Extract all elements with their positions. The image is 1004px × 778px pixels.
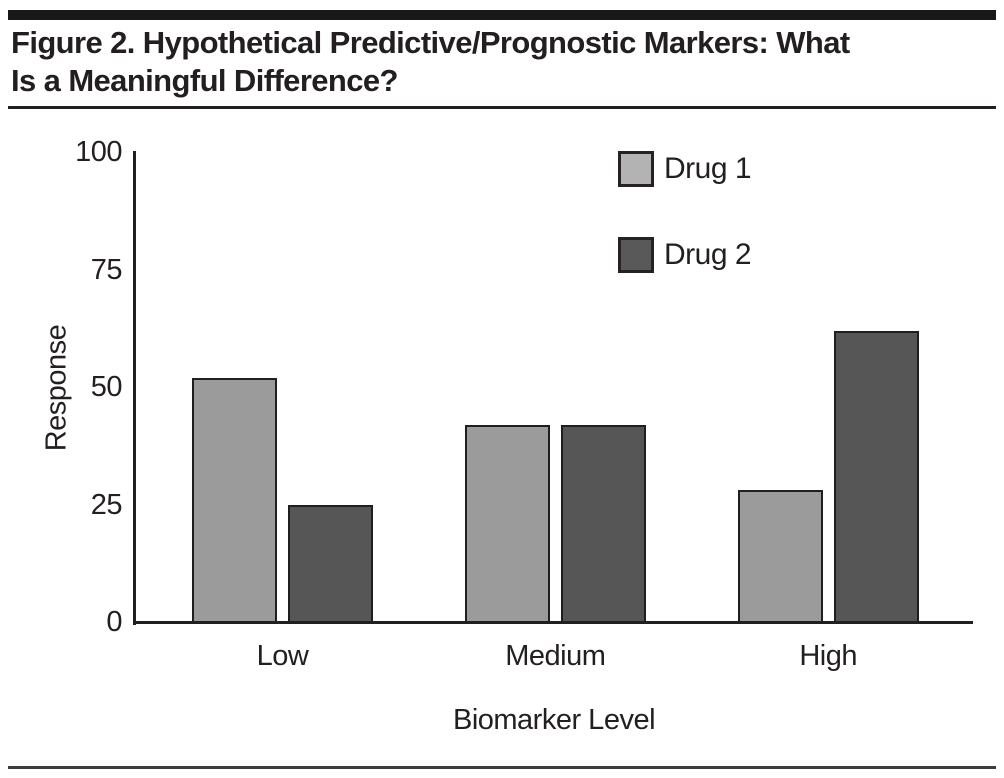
x-category-label-low: Low [256,640,309,672]
legend-item-drug1: Drug 1 [618,151,752,187]
y-tick-label-25: 25 [90,488,123,521]
figure-top-bar [8,10,996,20]
y-tick-label-50: 50 [90,371,123,403]
legend-label-drug1: Drug 1 [664,152,752,185]
legend-item-drug2: Drug 2 [618,237,752,273]
y-tick-label-0: 0 [106,606,122,638]
bar-drug2-medium [560,424,646,623]
y-axis-line [133,151,136,625]
legend-label-drug2: Drug 2 [664,238,752,271]
bar-drug1-low [192,377,277,623]
bar-drug1-high [737,490,823,623]
figure-title: Figure 2. Hypothetical Predictive/Progno… [11,24,997,100]
x-category-label-high: High [799,640,858,672]
bar-drug1-medium [464,424,550,623]
figure-title-line2: Is a Meaningful Difference? [11,63,398,98]
y-tick-label-100: 100 [75,136,122,168]
x-axis-label: Biomarker Level [452,704,656,736]
x-axis-line [133,621,973,624]
x-category-label-medium: Medium [505,640,606,672]
bottom-divider-rule [8,766,996,769]
title-divider-rule [8,106,996,109]
bar-drug2-low [288,504,373,623]
legend-swatch-drug1 [618,151,654,187]
bar-drug2-high [833,330,919,623]
y-tick-label-75: 75 [90,253,123,286]
figure-title-line1: Figure 2. Hypothetical Predictive/Progno… [11,25,850,60]
legend-swatch-drug2 [618,237,654,273]
